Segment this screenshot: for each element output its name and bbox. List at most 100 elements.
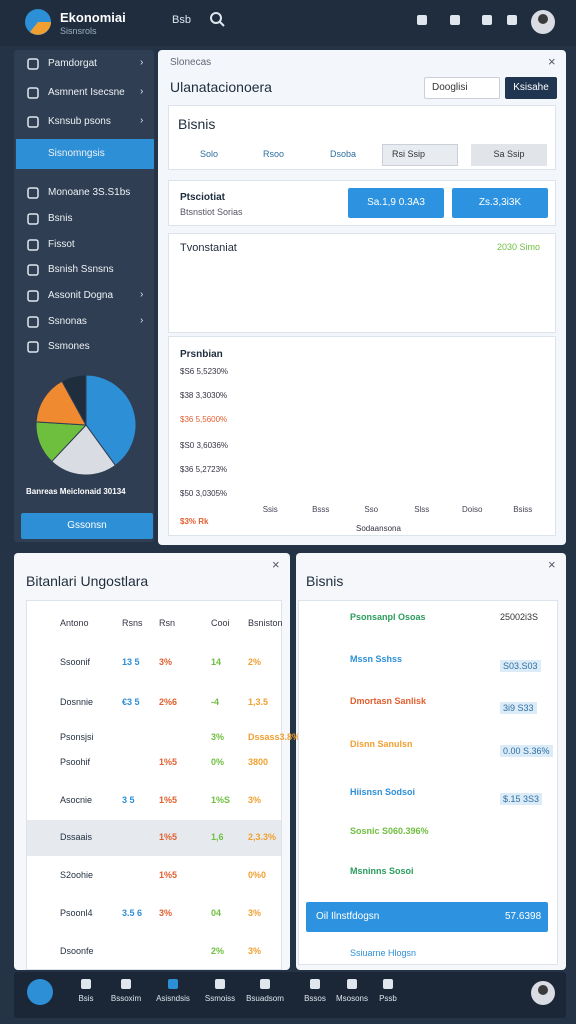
table-cell: 3% xyxy=(159,657,173,667)
table-cell[interactable]: Psoonl4 xyxy=(60,908,93,918)
chip[interactable]: Dsoba xyxy=(330,149,357,159)
table-cell[interactable]: Dssaais xyxy=(60,832,93,842)
table-cell: -4 xyxy=(211,697,220,707)
button-label[interactable]: Zs.3,3i3K xyxy=(478,197,522,208)
table-cell: 3% xyxy=(248,908,262,918)
card-subtitle: Btsnstiot Sorias xyxy=(180,207,243,217)
table-cell: 3 5 xyxy=(122,795,135,805)
list-item[interactable]: Disnn Sanulsn xyxy=(350,739,413,749)
panel-title: Bitanlari Ungostlara xyxy=(26,573,149,589)
nav-item[interactable]: Bsuadsom xyxy=(246,994,284,1003)
card-title: Ptsciotiat xyxy=(180,192,226,203)
table-cell[interactable]: Psonsjsi xyxy=(60,732,94,742)
table-cell: 1%5 xyxy=(159,757,178,767)
panel-title: Bisnis xyxy=(306,573,344,589)
logo xyxy=(27,979,53,1005)
nav-icon xyxy=(347,979,357,989)
sidebar-button[interactable] xyxy=(21,513,153,539)
list-item[interactable]: Ssiuarne Hlogsn xyxy=(350,948,417,958)
select[interactable] xyxy=(382,144,458,166)
table-cell[interactable]: Asocnie xyxy=(60,795,93,805)
list-item[interactable]: Psonsanpl Osoas xyxy=(350,612,426,622)
x-label: Ssis xyxy=(262,505,278,514)
chip[interactable]: Solo xyxy=(200,149,219,159)
menu-item[interactable]: Assonit Dogna xyxy=(48,290,114,301)
table-cell: 0% xyxy=(211,757,225,767)
close[interactable]: × xyxy=(548,54,556,69)
pie-slice xyxy=(61,374,87,426)
y-label: $S6 5,5230% xyxy=(180,367,229,376)
button[interactable] xyxy=(348,188,444,218)
table-cell: 3% xyxy=(248,946,262,956)
table-cell[interactable]: Dsoonfe xyxy=(60,946,94,956)
menu-item[interactable]: Ssnonas xyxy=(48,316,87,327)
close[interactable]: × xyxy=(272,557,280,572)
menu-icon xyxy=(27,116,39,128)
menu-item[interactable]: Fissot xyxy=(48,239,75,250)
menu-item[interactable]: Monoane 3S.S1bs xyxy=(48,187,131,198)
list-item[interactable]: Msninns Sosoi xyxy=(350,866,414,876)
nav-item[interactable]: Ssmoiss xyxy=(204,994,236,1003)
table-cell[interactable]: Ssoonif xyxy=(60,657,91,667)
menu-icon xyxy=(27,239,39,251)
list-item[interactable]: Sosnic S060.396% xyxy=(350,826,429,836)
pie-slice xyxy=(51,424,117,476)
button-label[interactable]: Sa Ssip xyxy=(493,149,525,159)
nav-item[interactable]: Pssb xyxy=(379,994,397,1003)
nav-item[interactable]: Msosons xyxy=(335,994,368,1003)
search-icon xyxy=(210,12,222,24)
table-cell[interactable]: Psoohif xyxy=(60,757,91,767)
menu-item[interactable]: Asmnent Isecsne xyxy=(48,87,125,98)
table-header: Rsns xyxy=(122,618,143,628)
table-cell[interactable]: S2oohie xyxy=(60,870,94,880)
button-label[interactable]: Dooglisi xyxy=(432,82,468,93)
list-item[interactable]: Hiisnsn Sodsoi xyxy=(350,787,416,797)
menu-icon xyxy=(27,341,39,353)
button[interactable] xyxy=(306,902,548,932)
table-cell: 14 xyxy=(211,657,222,667)
close[interactable]: × xyxy=(548,557,556,572)
menu-icon xyxy=(27,264,39,276)
chevron: › xyxy=(140,57,144,68)
nav-item[interactable]: Bsis xyxy=(78,994,94,1003)
card xyxy=(168,233,556,333)
button-label[interactable]: Ksisahe xyxy=(513,82,549,93)
menu-item[interactable]: Sisnomngsis xyxy=(48,148,105,159)
menu-item[interactable]: Ksnsub psons xyxy=(48,116,111,127)
menu-active[interactable] xyxy=(16,139,154,169)
nav-item[interactable]: Bssoxim xyxy=(110,994,142,1003)
table-cell: 0%0 xyxy=(248,870,267,880)
nav-item[interactable]: Bssos xyxy=(304,994,326,1003)
sidebar-button-label[interactable]: Gssonsn xyxy=(67,520,107,531)
legend-entry: Sodaansona xyxy=(356,524,401,533)
logo-part xyxy=(30,22,51,35)
button[interactable] xyxy=(505,77,557,99)
table-cell: Dssass3.8% xyxy=(248,732,301,742)
menu-icon xyxy=(27,316,39,328)
button[interactable] xyxy=(424,77,500,99)
table-cell: 3% xyxy=(159,908,173,918)
menu-item[interactable]: Ssmones xyxy=(48,341,90,352)
button[interactable] xyxy=(471,144,547,166)
select-label[interactable]: Rsi Ssip xyxy=(392,149,426,159)
table-cell: 1,3.5 xyxy=(248,697,269,707)
list-item[interactable]: Dmortasn Sanlisk xyxy=(350,696,427,706)
list-item[interactable]: Mssn Sshss xyxy=(350,654,403,664)
nav-item[interactable]: Asisndsis xyxy=(156,994,190,1003)
button-label[interactable]: Oil Ilnstfdogsn xyxy=(316,911,380,922)
chip[interactable]: Rsoo xyxy=(263,149,285,159)
table-cell: 3.5 6 xyxy=(122,908,143,918)
button[interactable] xyxy=(452,188,548,218)
menu-item[interactable]: Bsnish Ssnsns xyxy=(48,264,114,275)
card-title: Bisnis xyxy=(178,116,216,132)
table-cell[interactable]: Dosnnie xyxy=(60,697,94,707)
menu-item[interactable]: Pamdorgat xyxy=(48,58,97,69)
top-link[interactable]: Bsb xyxy=(172,14,191,26)
menu-item[interactable]: Bsnis xyxy=(48,213,73,224)
table-cell: 2% xyxy=(248,657,262,667)
button-label[interactable]: Sa.1,9 0.3A3 xyxy=(367,197,425,208)
avatar xyxy=(538,14,548,24)
panel-header: Slonecas xyxy=(170,57,212,68)
top-icon xyxy=(507,15,517,25)
